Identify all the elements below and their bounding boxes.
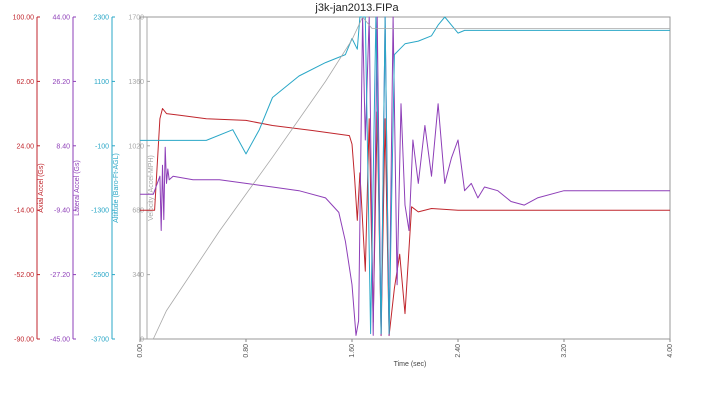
y-axis-lateral: 44.00 26.20 8.40 -9.40 -27.20 -45.00 Lateral A… [50,15,81,344]
y-tick-label: 44.00 [52,15,70,22]
x-tick-label: 0.80 [243,344,250,358]
y-tick-label: 62.00 [16,79,34,86]
series-line-lateral [140,16,670,336]
y-axis-altitude: 2300 1100 -100 -1300 -2500 -3700 Altitude (Bar… [91,15,120,344]
y-tick-label: -100 [95,143,109,150]
y-tick-label: -1300 [91,208,109,215]
y-axes: 100.00 62.00 24.00 -14.00 -52.00 -90.00 Axial … [13,15,155,344]
series-line-velocity [140,16,670,340]
y-tick-label: -2500 [91,272,109,279]
y-tick-label: 1020 [128,143,144,150]
y-tick-label: 26.20 [52,79,70,86]
plot-frame [139,16,671,340]
series [140,16,670,340]
x-tick-label: 0.00 [137,344,144,358]
y-axis-label-axial: Axial Accel (Gs) [38,163,45,212]
series-line-altitude [140,16,670,335]
y-tick-label: -3700 [91,337,109,344]
x-tick-label: 4.00 [667,344,674,358]
y-tick-label: -14.00 [14,208,34,215]
y-axis-label-altitude: Altitude (Baro-Ft-AGL) [113,153,120,223]
chart-title: j3k-jan2013.FIPa [314,2,399,14]
x-axis: 0.00 0.80 1.60 2.40 3.20 4.00 [137,339,674,358]
y-tick-label: 8.40 [56,143,70,150]
x-tick-label: 1.60 [349,344,356,358]
x-tick-label: 2.40 [455,344,462,358]
y-tick-label: 0 [140,337,144,344]
y-tick-label: 100.00 [13,15,35,22]
y-tick-label: 1100 [94,79,109,86]
x-tick-label: 3.20 [561,344,568,358]
y-tick-label: 2300 [93,15,109,22]
y-tick-label: 1700 [128,15,144,22]
y-axis-label-lateral: Lateral Accel (Gs) [74,160,81,216]
y-tick-label: 1360 [128,79,144,86]
x-axis-label: Time (sec) [394,361,427,368]
y-tick-label: -90.00 [14,337,34,344]
y-axis-label-velocity: Velocity (Accel-MPH) [148,155,155,221]
series-line-axial [140,108,670,337]
y-tick-label: -45.00 [50,337,70,344]
y-tick-label: -27.20 [50,272,70,279]
y-axis-velocity: 1700 1360 1020 680 340 0 Velocity (Accel-MPH) [128,15,155,344]
y-tick-label: -9.40 [54,208,70,215]
y-tick-label: -52.00 [14,272,34,279]
y-axis-axial: 100.00 62.00 24.00 -14.00 -52.00 -90.00 Axial … [13,15,45,344]
y-tick-label: 680 [132,208,144,215]
y-tick-label: 340 [132,272,144,279]
y-tick-label: 24.00 [16,143,34,150]
